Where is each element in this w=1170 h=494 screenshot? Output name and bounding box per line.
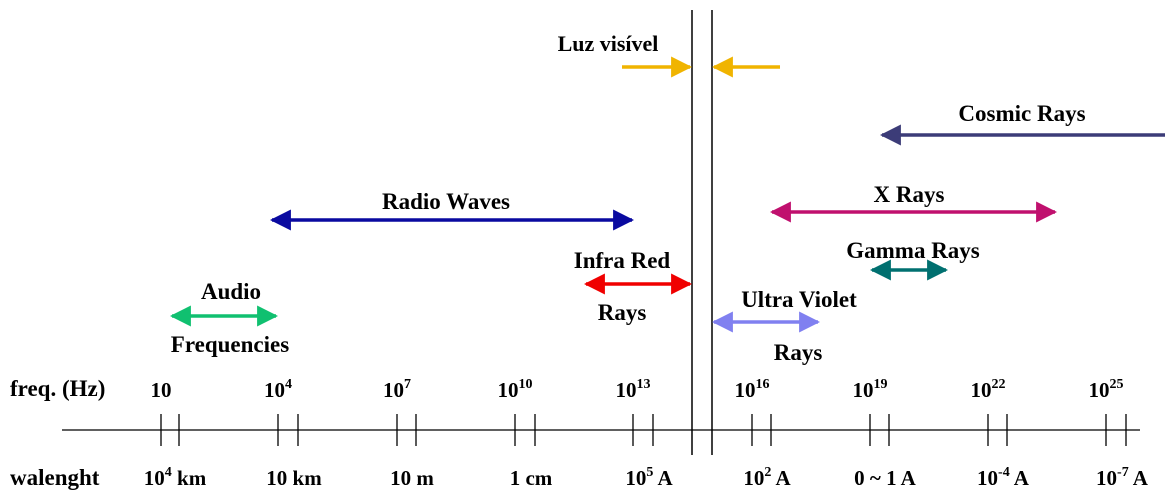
frequency-labels: 10 104 107 1010 1013 1016 1019 1022 1025 xyxy=(151,377,1124,402)
wavelength-tick-label-base: 0 ~ 1 A xyxy=(854,466,917,490)
frequency-tick-label-base: 10 xyxy=(498,378,519,402)
frequency-tick-label: 1013 xyxy=(616,377,651,402)
label-luz-visivel: Luz visível xyxy=(558,31,659,56)
frequency-tick-label: 1016 xyxy=(735,377,770,402)
wavelength-tick-label: 10-7 A xyxy=(1096,465,1149,490)
frequency-tick-label-exponent: 16 xyxy=(756,377,770,392)
frequency-tick-label-base: 10 xyxy=(616,378,637,402)
wavelength-tick-label: 1 cm xyxy=(510,466,553,490)
wavelength-tick-label: 105 A xyxy=(625,465,673,490)
wavelength-tick-label-unit: A xyxy=(1010,466,1030,490)
label-audio-frequencies: Frequencies xyxy=(171,332,289,357)
frequency-tick-label-exponent: 22 xyxy=(992,377,1006,392)
frequency-tick-label-base: 10 xyxy=(1089,378,1110,402)
frequency-tick-label-base: 10 xyxy=(264,378,285,402)
label-cosmic-rays: Cosmic Rays xyxy=(958,101,1085,126)
frequency-tick-label: 1019 xyxy=(853,377,888,402)
frequency-tick-label-base: 10 xyxy=(151,378,172,402)
label-ultra-violet: Ultra Violet xyxy=(741,287,857,312)
wavelength-tick-label-unit: A xyxy=(653,466,673,490)
frequency-tick-label-exponent: 7 xyxy=(404,377,411,392)
frequency-tick-label: 1025 xyxy=(1089,377,1124,402)
frequency-tick-label-exponent: 10 xyxy=(519,377,533,392)
frequency-tick-label: 1010 xyxy=(498,377,533,402)
wavelength-tick-label-base: 10 km xyxy=(266,466,322,490)
frequency-tick-label-exponent: 13 xyxy=(637,377,651,392)
frequency-tick-label-exponent: 4 xyxy=(285,377,292,392)
label-infra-red-rays: Rays xyxy=(598,300,647,325)
frequency-tick-label-base: 10 xyxy=(853,378,874,402)
label-infra-red: Infra Red xyxy=(574,248,671,273)
frequency-tick-label: 107 xyxy=(383,377,411,402)
frequency-tick-label-exponent: 25 xyxy=(1110,377,1124,392)
frequency-tick-label: 10 xyxy=(151,378,172,402)
frequency-tick-label: 1022 xyxy=(971,377,1006,402)
frequency-ticks xyxy=(160,414,1107,446)
wavelength-tick-label-exponent: -7 xyxy=(1117,465,1129,480)
wavelength-tick-label-unit: A xyxy=(1129,466,1149,490)
wavelength-axis-label: walenght xyxy=(10,465,100,490)
wavelength-tick-label: 0 ~ 1 A xyxy=(854,466,917,490)
wavelength-tick-label-base: 10 m xyxy=(390,466,434,490)
freq-axis-label: freq. (Hz) xyxy=(10,376,105,401)
wavelength-tick-label-exponent: 4 xyxy=(165,465,172,480)
wavelength-tick-label: 102 A xyxy=(743,465,791,490)
label-ultra-violet-rays: Rays xyxy=(774,340,823,365)
wavelength-tick-label-exponent: 2 xyxy=(764,465,771,480)
label-audio: Audio xyxy=(201,279,261,304)
wavelength-tick-label: 104 km xyxy=(144,465,207,490)
label-gamma-rays: Gamma Rays xyxy=(846,238,980,263)
frequency-tick-label: 104 xyxy=(264,377,292,402)
wavelength-tick-label-exponent: 5 xyxy=(646,465,653,480)
label-x-rays: X Rays xyxy=(874,182,945,207)
wavelength-tick-label-base: 10 xyxy=(625,466,646,490)
wavelength-tick-label-exponent: -4 xyxy=(998,465,1010,480)
frequency-tick-label-base: 10 xyxy=(971,378,992,402)
wavelength-tick-label-unit: A xyxy=(771,466,791,490)
wavelength-tick-label-base: 10 xyxy=(1096,466,1117,490)
wavelength-tick-label-base: 10 xyxy=(977,466,998,490)
frequency-tick-label-base: 10 xyxy=(383,378,404,402)
wavelength-tick-label: 10 km xyxy=(266,466,322,490)
wavelength-tick-label-base: 10 xyxy=(144,466,165,490)
frequency-tick-label-base: 10 xyxy=(735,378,756,402)
frequency-tick-label-exponent: 19 xyxy=(874,377,888,392)
wavelength-tick-label-base: 1 cm xyxy=(510,466,553,490)
wavelength-tick-label-unit: km xyxy=(172,466,207,490)
wavelength-ticks xyxy=(178,414,1127,446)
wavelength-tick-label-base: 10 xyxy=(743,466,764,490)
wavelength-tick-label: 10-4 A xyxy=(977,465,1030,490)
label-radio-waves: Radio Waves xyxy=(382,189,510,214)
wavelength-tick-label: 10 m xyxy=(390,466,434,490)
